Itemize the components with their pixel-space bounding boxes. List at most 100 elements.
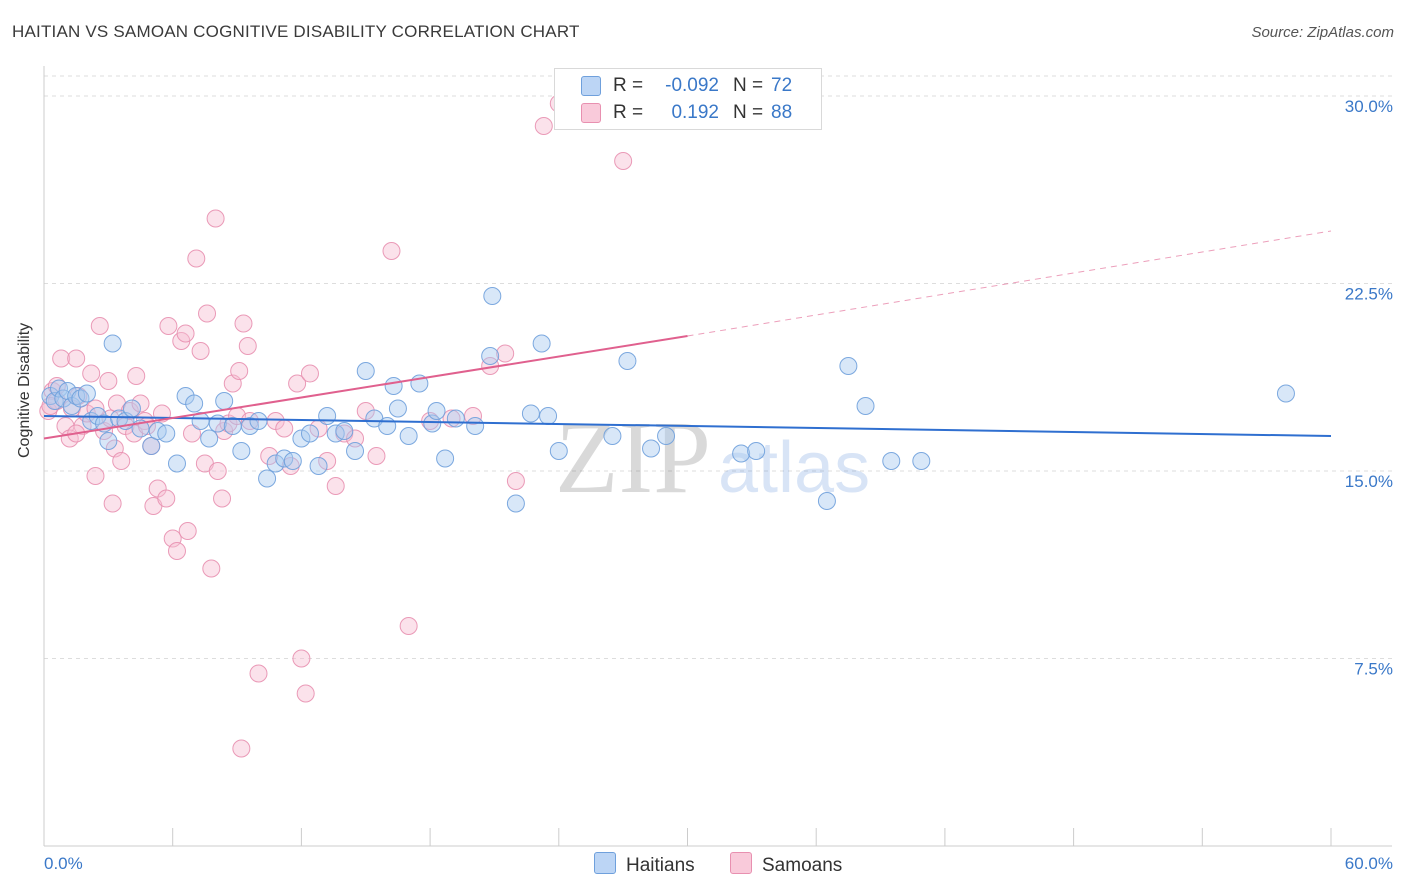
haitian-point xyxy=(399,427,418,445)
samoan-point xyxy=(167,542,186,560)
samoan-point xyxy=(534,117,553,135)
haitians-legend-swatch xyxy=(594,852,616,874)
haitian-n-label: N = xyxy=(733,75,764,96)
samoan-point xyxy=(288,374,307,393)
samoan-point xyxy=(127,367,146,385)
haitian-point xyxy=(466,417,485,435)
haitians-legend-label: Haitians xyxy=(626,855,695,876)
samoan-point xyxy=(614,152,633,170)
samoan-point xyxy=(112,452,131,470)
samoans-legend-label: Samoans xyxy=(762,855,843,876)
haitian-n-value: 72 xyxy=(771,75,793,96)
haitian-point xyxy=(657,427,676,445)
haitian-swatch xyxy=(581,76,601,96)
trend-lines xyxy=(43,230,1332,440)
samoan-point xyxy=(249,664,268,683)
watermark-atlas: atlas xyxy=(718,428,870,508)
haitian-point xyxy=(309,457,328,475)
haitian-point xyxy=(77,384,96,403)
haitian-r-value: -0.092 xyxy=(665,75,719,96)
haitian-point xyxy=(356,362,375,380)
samoan-point xyxy=(318,452,337,470)
haitian-point xyxy=(232,442,251,460)
haitian-point xyxy=(603,427,622,445)
watermark-zip: ZIP xyxy=(555,400,711,515)
samoan-point xyxy=(159,317,178,335)
samoan-point xyxy=(52,349,71,368)
haitian-point xyxy=(817,492,836,510)
samoan-point xyxy=(346,429,365,448)
samoan-point xyxy=(326,477,345,495)
samoan-trend-line xyxy=(43,335,688,440)
y-tick-label: 22.5% xyxy=(1345,285,1393,304)
samoan-r-value: 0.192 xyxy=(671,102,719,123)
samoan-swatch xyxy=(581,103,601,123)
samoans-legend-swatch xyxy=(730,852,752,874)
samoan-point xyxy=(230,362,249,380)
haitian-point xyxy=(747,442,766,460)
samoan-point xyxy=(157,489,176,508)
samoan-point xyxy=(176,324,195,343)
haitian-point xyxy=(856,397,875,415)
samoan-r-label: R = xyxy=(613,102,644,123)
samoan-point xyxy=(208,462,227,480)
samoan-point xyxy=(300,364,319,383)
haitian-point xyxy=(618,352,637,370)
haitian-point xyxy=(384,377,403,395)
samoan-point xyxy=(399,617,418,635)
haitian-point xyxy=(882,452,901,470)
haitian-point xyxy=(208,414,227,433)
haitian-point xyxy=(122,399,141,418)
haitian-point xyxy=(300,424,319,443)
stats-legend: R = -0.092 N = 72 R = 0.192 N = 88 xyxy=(554,68,822,130)
samoan-point xyxy=(382,242,401,260)
samoan-point xyxy=(260,447,279,465)
haitian-point xyxy=(200,429,219,448)
haitian-point xyxy=(223,417,242,435)
haitian-point xyxy=(215,392,234,410)
haitian-point xyxy=(483,287,502,305)
samoan-point xyxy=(296,684,315,703)
legend-haitians: Haitians xyxy=(594,852,695,877)
haitian-point xyxy=(103,334,122,353)
samoan-point xyxy=(275,419,294,438)
haitian-point xyxy=(258,469,277,488)
haitian-point xyxy=(335,422,354,440)
haitian-point xyxy=(446,409,465,428)
haitian-point xyxy=(240,417,259,435)
samoan-point xyxy=(90,317,109,335)
x-tick-label-min: 0.0% xyxy=(44,854,83,873)
samoan-point xyxy=(506,472,525,490)
samoan-point xyxy=(120,402,139,420)
haitian-point xyxy=(292,429,311,448)
haitian-point xyxy=(388,399,407,418)
haitian-point xyxy=(167,454,186,473)
haitian-point xyxy=(732,444,751,463)
haitian-point xyxy=(283,452,302,470)
haitian-point xyxy=(506,494,525,513)
haitian-point xyxy=(346,442,365,460)
samoan-point xyxy=(238,337,257,355)
haitian-point xyxy=(191,412,210,430)
haitian-point xyxy=(549,442,568,460)
samoan-point xyxy=(292,649,311,668)
samoan-point xyxy=(86,467,105,485)
samoan-point xyxy=(131,394,150,413)
samoan-n-label: N = xyxy=(733,102,764,123)
tick-labels: 7.5% 15.0% 22.5% 30.0% 0.0% 60.0% xyxy=(44,97,1393,873)
haitian-r-label: R = xyxy=(613,75,644,96)
samoan-point xyxy=(67,349,86,368)
haitian-point xyxy=(185,394,204,413)
haitian-point xyxy=(318,407,337,425)
haitian-trend-line xyxy=(43,415,1332,437)
axes xyxy=(43,66,1392,847)
haitian-point xyxy=(642,439,661,458)
samoan-point xyxy=(178,522,197,540)
samoan-point xyxy=(232,739,251,758)
haitian-point xyxy=(249,412,268,430)
samoan-trend-extension xyxy=(687,230,1332,337)
samoan-point xyxy=(206,209,225,228)
samoan-point xyxy=(234,314,253,333)
haitian-point xyxy=(912,452,931,470)
